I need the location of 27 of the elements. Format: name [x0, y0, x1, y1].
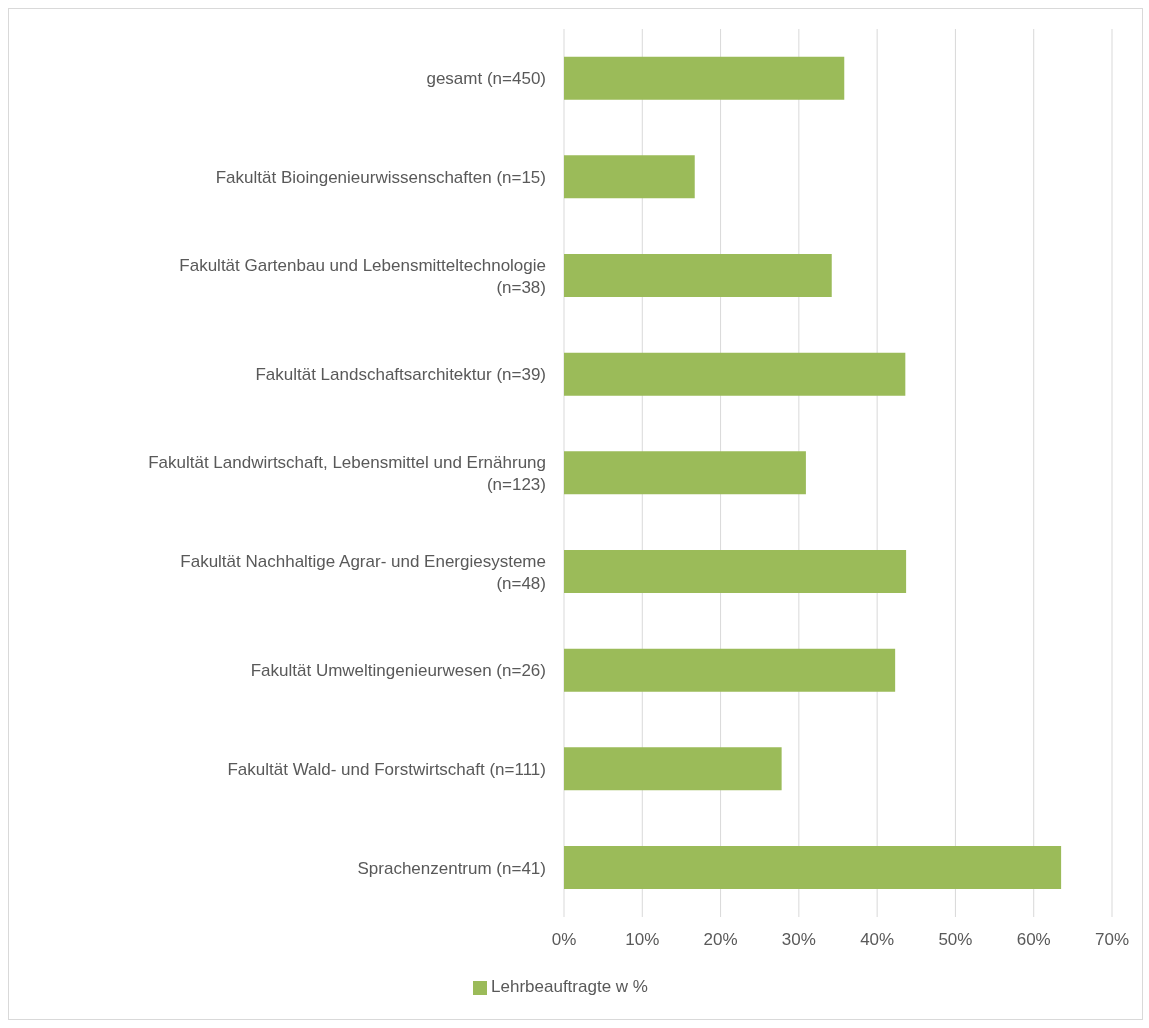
- y-tick-label: Fakultät Landschaftsarchitektur (n=39): [255, 364, 546, 384]
- x-tick-label: 0%: [551, 930, 577, 950]
- bar: [564, 253, 832, 297]
- bar: [564, 451, 806, 495]
- y-tick-label: Fakultät Nachhaltige Agrar- und Energiesysteme (n=48): [180, 551, 546, 593]
- x-tick-label: 20%: [703, 930, 738, 950]
- y-tick-label: Fakultät Gartenbau und Lebensmitteltechnologie (n=38): [179, 255, 546, 297]
- legend-label: Lehrbeauftragte w %: [491, 977, 648, 996]
- y-tick-label: Fakultät Bioingenieurwissenschaften (n=15): [215, 167, 546, 187]
- bar: [564, 747, 782, 791]
- bar: [564, 155, 695, 199]
- bar: [564, 648, 896, 692]
- y-tick-label: Fakultät Wald- und Forstwirtschaft (n=111): [227, 759, 546, 779]
- x-tick-label: 40%: [860, 930, 895, 950]
- y-tick-label: Fakultät Umweltingenieurwesen (n=26): [250, 660, 546, 680]
- x-tick-label: 70%: [1094, 930, 1130, 950]
- x-tick-label: 50%: [938, 930, 973, 950]
- x-tick-label: 30%: [781, 930, 816, 950]
- bar: [564, 56, 845, 100]
- y-tick-label: Fakultät Landwirtschaft, Lebensmittel und Ernährung (n=123): [148, 452, 546, 494]
- y-tick-label: Sprachenzentrum (n=41): [357, 858, 546, 878]
- bar: [564, 352, 906, 396]
- y-tick-label: gesamt (n=450): [426, 68, 546, 88]
- bar: [564, 845, 1062, 889]
- x-tick-label: 60%: [1016, 930, 1051, 950]
- x-tick-label: 10%: [625, 930, 660, 950]
- bar: [564, 549, 907, 593]
